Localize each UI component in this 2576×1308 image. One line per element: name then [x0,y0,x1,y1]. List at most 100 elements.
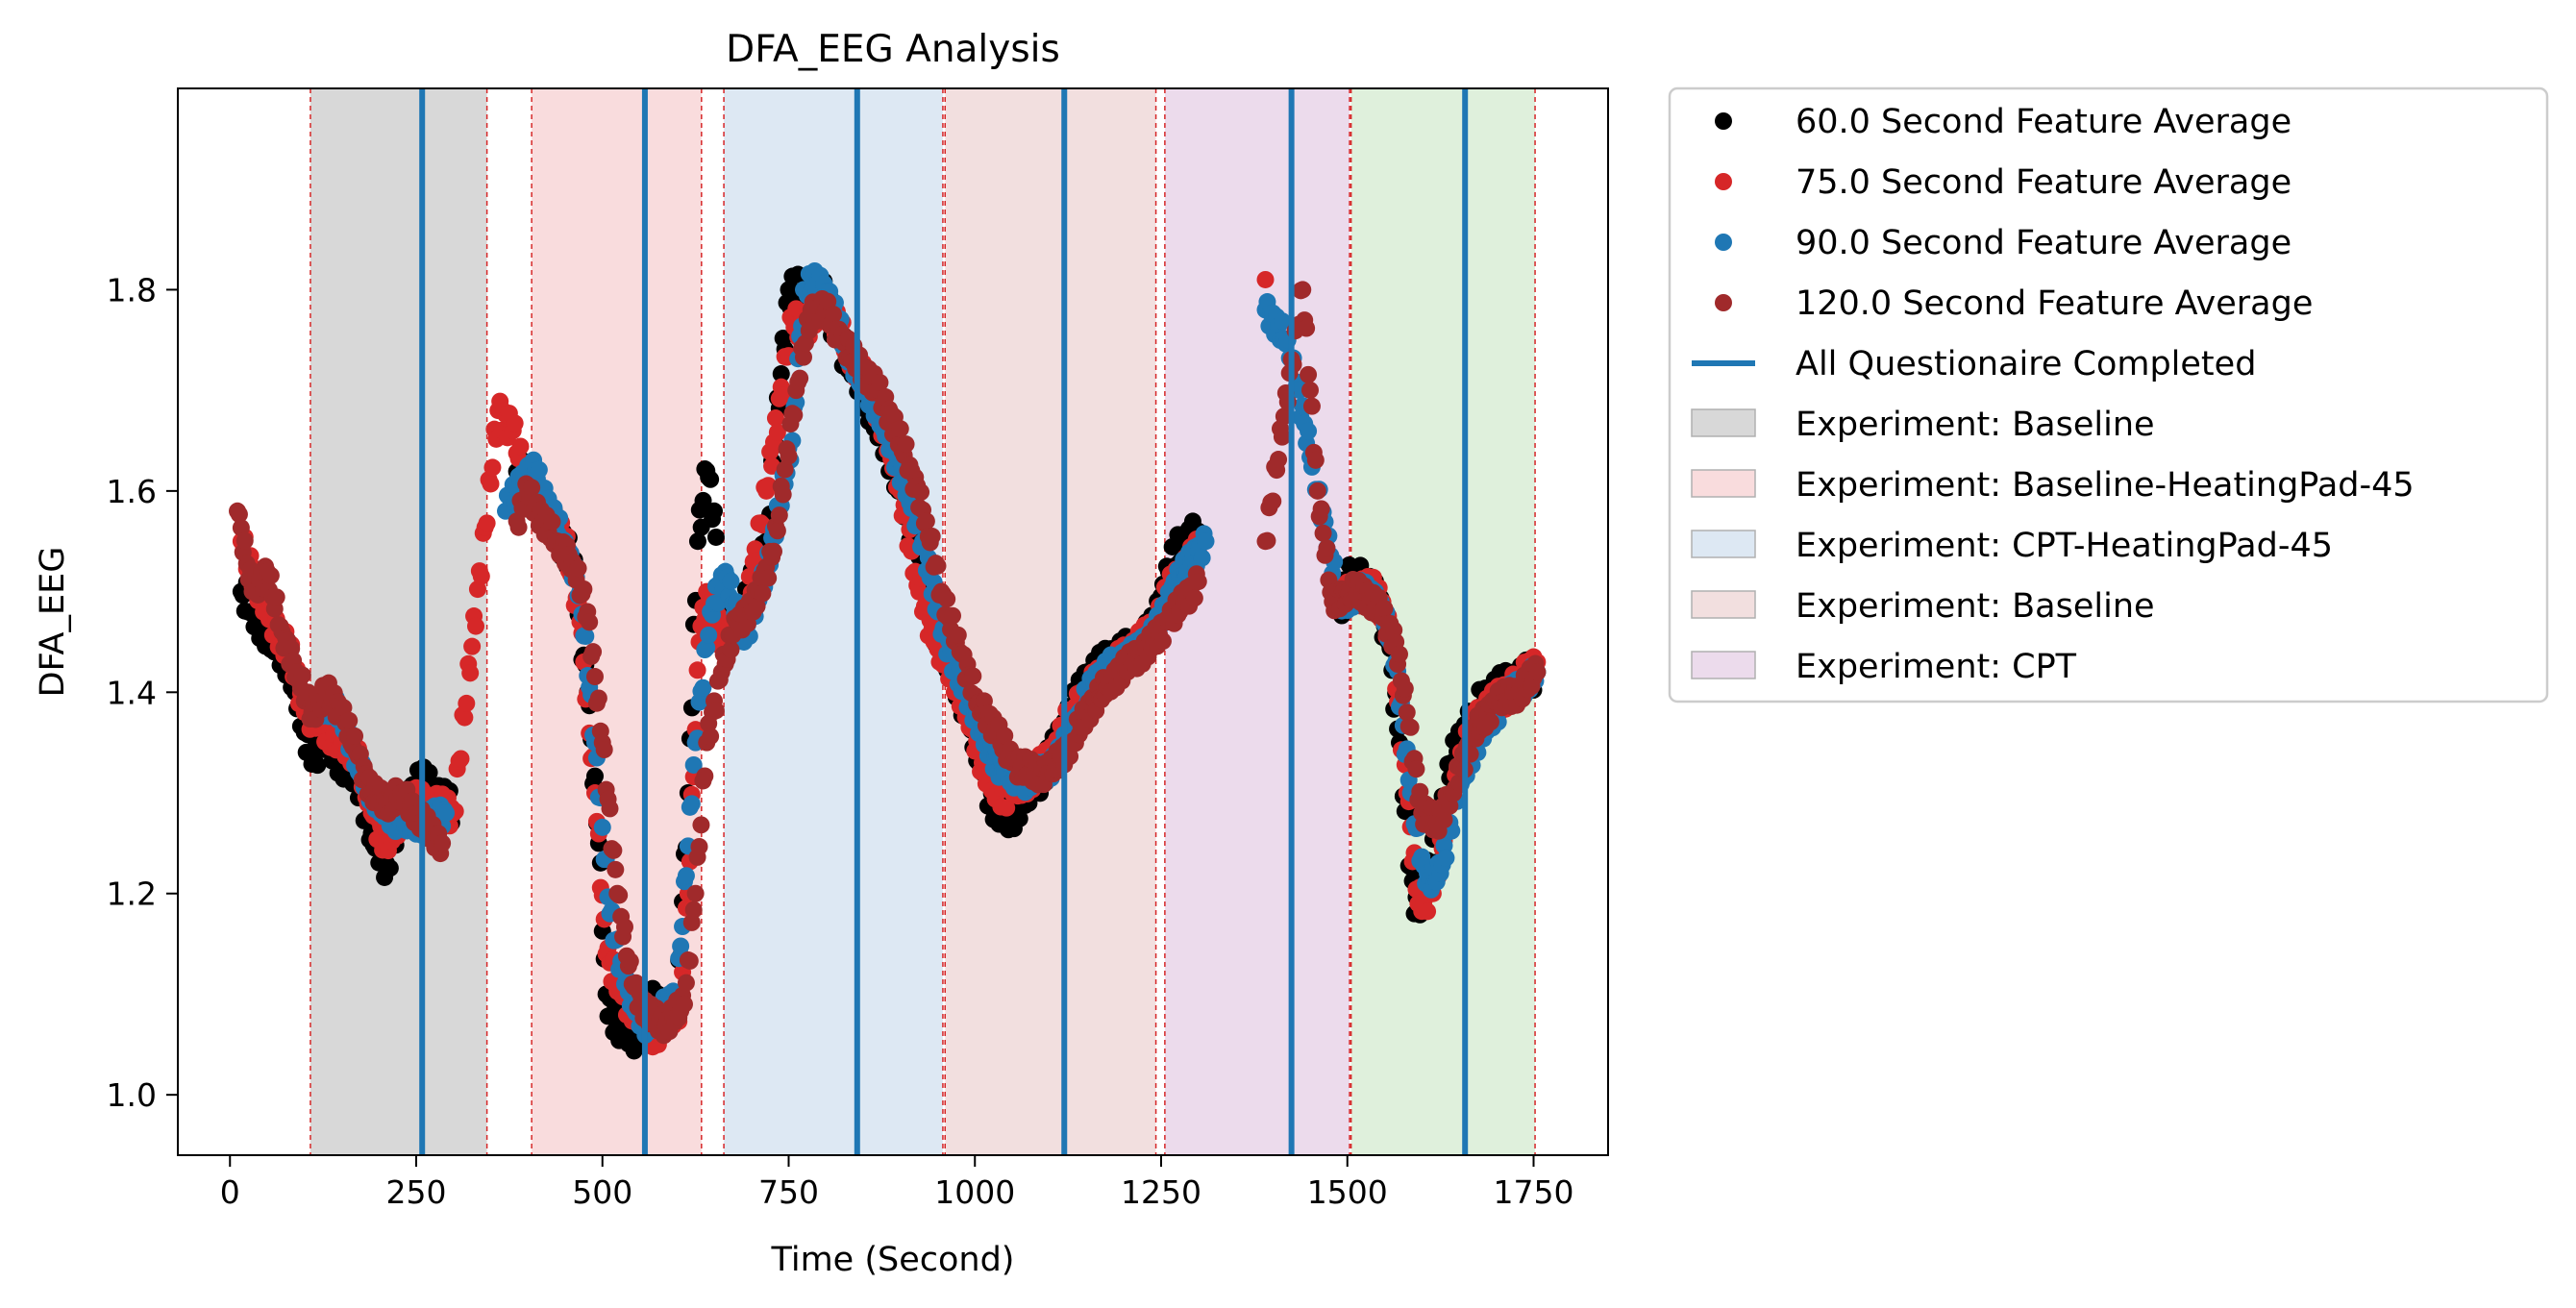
data-point [996,727,1014,745]
data-point [780,447,798,465]
data-point [586,668,604,686]
data-point [871,374,889,392]
data-point [482,475,500,493]
data-point [595,740,613,758]
data-point [530,460,548,479]
legend-patch [1691,530,1756,558]
data-point [577,627,595,645]
data-point [1010,809,1028,827]
data-point [1398,703,1416,722]
legend-label: Experiment: Baseline [1796,587,2155,626]
data-point [1435,810,1453,828]
data-point [433,834,452,852]
data-point [1375,600,1394,618]
data-point [722,572,740,590]
x-axis-label: Time (Second) [771,1241,1015,1279]
data-point [768,522,786,540]
data-point [261,566,280,584]
data-point [1407,760,1425,778]
data-point [605,841,623,859]
data-point [1189,573,1207,591]
data-point [682,913,701,931]
data-point [601,800,619,818]
data-point [1301,381,1319,399]
data-point [929,556,947,575]
legend-patch [1691,651,1756,679]
data-point [998,799,1016,817]
data-point [1256,270,1275,288]
data-point [754,584,772,603]
data-point [686,884,705,902]
data-point [692,816,710,834]
y-axis: 1.0 1.2 1.4 1.6 1.8 [107,271,178,1114]
legend-patch [1691,590,1756,619]
data-point [463,637,482,655]
data-point [1294,281,1312,299]
data-point [340,711,359,729]
data-point [791,369,809,387]
legend-item: 90.0 Second Feature Average [1715,224,2291,262]
data-point [584,643,603,661]
data-point [589,689,607,707]
legend-marker [1715,173,1732,190]
data-point [694,491,712,509]
data-point [681,951,699,970]
data-point [772,365,790,383]
legend-marker [1715,294,1732,311]
legend-frame [1668,86,2549,703]
data-point [610,886,629,904]
legend-item: 120.0 Second Feature Average [1715,284,2313,323]
data-point [1185,589,1203,607]
y-tick-label: 1.8 [107,271,157,308]
data-point [677,867,695,885]
data-point [506,414,524,432]
data-point [1396,679,1414,698]
data-point [452,750,470,768]
legend-item: Experiment: Baseline [1691,587,2155,626]
data-point [523,479,541,497]
data-point [1273,428,1291,446]
data-point [569,559,587,578]
data-point [543,512,561,531]
legend-item: 75.0 Second Feature Average [1715,163,2291,202]
data-point [917,512,935,531]
data-point [1312,500,1330,518]
data-point [702,470,720,488]
data-point [232,519,250,537]
data-point [825,306,842,324]
shaded-region [945,88,1156,1155]
data-point [759,569,778,587]
data-point [437,803,455,822]
series-points [229,261,1547,1060]
x-tick-label: 1750 [1494,1173,1574,1211]
data-point [1273,312,1291,331]
data-point [684,755,703,774]
data-point [1298,319,1316,337]
data-point [267,588,285,606]
data-point [1302,397,1321,415]
data-point [949,626,967,644]
data-point [1270,451,1288,469]
data-point [1300,422,1318,440]
data-point [616,918,633,936]
data-point [1193,549,1211,567]
legend-item: 60.0 Second Feature Average [1715,103,2291,141]
data-point [509,518,528,536]
data-point [581,613,599,631]
data-point [688,661,706,679]
y-axis-label: DFA_EEG [34,547,72,698]
data-point [1391,645,1408,663]
data-point [607,860,625,878]
data-point [1437,849,1455,867]
x-tick-label: 250 [386,1173,447,1211]
data-point [1314,524,1332,542]
data-point [230,506,248,524]
data-point [467,617,484,635]
shaded-region [1164,88,1350,1155]
data-point [944,606,961,625]
data-point [593,818,611,836]
data-point [1481,713,1499,731]
legend-label: All Questionaire Completed [1796,345,2256,383]
questionnaire-lines [419,88,1469,1155]
